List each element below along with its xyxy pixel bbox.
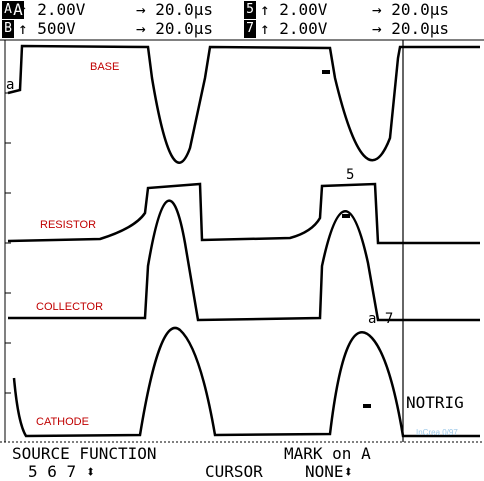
source-value[interactable]: 5 6 7 ⬍ bbox=[28, 462, 96, 481]
trace-label: COLLECTOR bbox=[36, 301, 104, 313]
watermark: InCrea 0/97 bbox=[416, 428, 458, 437]
amplitude: ↑ 2.00V bbox=[260, 0, 328, 19]
trace-label: CATHODE bbox=[36, 416, 89, 428]
trace-resistor bbox=[7, 182, 480, 245]
amplitude: ↑ 500V bbox=[18, 19, 76, 38]
cursor-value[interactable]: NONE⬍ bbox=[305, 462, 354, 481]
footer-label: MARK on A bbox=[284, 444, 371, 463]
trace-label: RESISTOR bbox=[40, 219, 97, 231]
marker-block bbox=[363, 404, 371, 408]
timebase: → 20.0μs bbox=[136, 19, 214, 38]
channel-badge: A bbox=[2, 1, 14, 19]
ticks bbox=[5, 92, 11, 394]
trace-label: BASE bbox=[90, 61, 120, 73]
channel-badge: 7 bbox=[244, 20, 256, 38]
channel-marker: a 7 bbox=[368, 311, 394, 327]
channel-marker: 5 bbox=[346, 167, 355, 183]
trace-base bbox=[7, 44, 480, 164]
cursor-label: CURSOR bbox=[205, 462, 263, 481]
footer-label: SOURCE FUNCTION bbox=[12, 444, 157, 463]
trace-collector bbox=[8, 199, 480, 322]
waveform-area bbox=[0, 39, 484, 443]
marker-block bbox=[342, 214, 350, 218]
timebase: → 20.0μs bbox=[372, 19, 450, 38]
trigger-marker: a bbox=[6, 77, 15, 93]
channel-badge: B bbox=[2, 20, 14, 38]
timebase: → 20.0μs bbox=[372, 0, 450, 19]
timebase: → 20.0μs bbox=[136, 0, 214, 19]
amplitude: ↑ 2.00V bbox=[260, 19, 328, 38]
source-badge: A bbox=[12, 0, 24, 19]
header-row: B ↑ 500V → 20.0μs 7 ↑ 2.00V → 20.0μs bbox=[0, 19, 484, 39]
trace-cathode bbox=[12, 326, 480, 438]
trigger-status: NOTRIG bbox=[406, 393, 464, 412]
header-row: A ↑ 2.00V → 20.0μs 5 ↑ 2.00V → 20.0μs bbox=[0, 0, 484, 20]
marker-block bbox=[322, 70, 330, 74]
channel-badge: 5 bbox=[244, 1, 256, 19]
amplitude: ↑ 2.00V bbox=[18, 0, 86, 19]
